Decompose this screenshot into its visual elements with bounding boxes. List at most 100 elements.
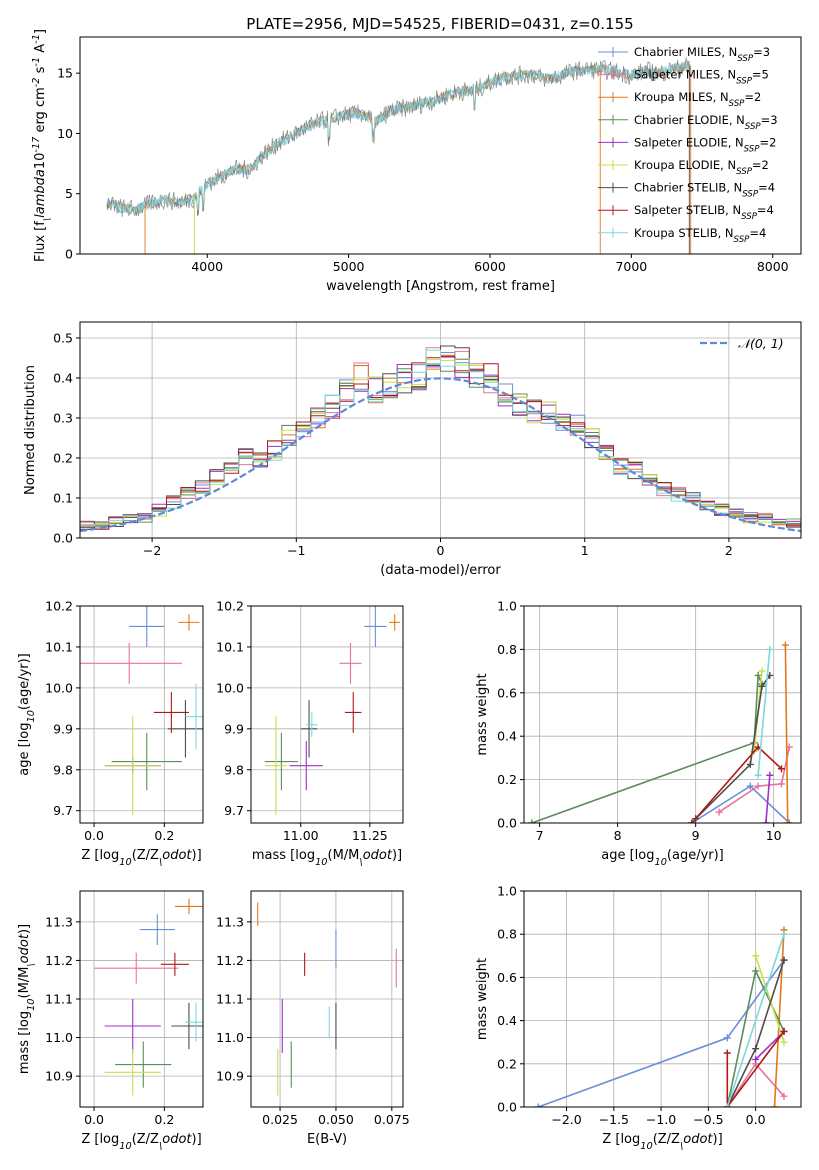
y-tick-label: 11.2	[45, 953, 73, 968]
x-tick-label: 9	[692, 828, 700, 843]
weight-marker	[777, 765, 785, 773]
legend-label: Chabrier ELODIE, NSSP=3	[634, 113, 778, 132]
weight-marker	[752, 952, 760, 960]
y-tick-label: 0.0	[497, 816, 517, 831]
x-tick-label: 5000	[333, 259, 365, 274]
x-tick-label: 0.050	[318, 1112, 354, 1127]
y-tick-label: 0.8	[497, 927, 517, 942]
weight-series	[531, 675, 763, 823]
weight-marker	[723, 1103, 731, 1107]
weight-marker	[762, 819, 770, 823]
weight-marker	[688, 819, 696, 823]
y-tick-label: 0.8	[497, 642, 517, 657]
weight-series	[773, 929, 785, 1107]
weight-marker	[715, 808, 723, 816]
x-tick-label: 8	[614, 828, 622, 843]
axes-weight_vs_z: −2.0 −1.5 −1.0 −0.5 0.0 0.0 0.2 0.4 0.6 0.8 1.0 Z […	[475, 884, 801, 1152]
weight_vs_z-frame	[523, 890, 802, 1108]
y-tick-label: 0.0	[497, 1100, 517, 1115]
weight-marker	[723, 1049, 731, 1057]
x-tick-label: −2	[143, 543, 161, 558]
axes-spectrum: 4000 5000 6000 7000 8000 0 5 10 15 wavelength [An…	[31, 29, 789, 294]
y-tick-label: 0.5	[53, 331, 73, 346]
weight-marker	[771, 1103, 779, 1107]
y-axis-label: Flux [f\lambda10-17 erg cm-2 s-1 A-1]	[31, 29, 53, 262]
points-age_vs_z	[80, 606, 203, 815]
weight-marker	[752, 1045, 760, 1053]
x-tick-label: 0.0	[84, 1112, 104, 1127]
weight-series	[695, 674, 771, 820]
y-tick-label: 10.2	[45, 599, 73, 614]
y-tick-label: 10.0	[45, 680, 73, 695]
lines-weight_vs_age	[528, 641, 793, 823]
y-tick-label: 0.4	[497, 729, 517, 744]
spectrum-series	[106, 60, 691, 214]
x-tick-label: −1.5	[599, 1112, 629, 1127]
mass_vs_ebv-frame	[250, 890, 404, 1108]
x-axis-label: (data-model)/error	[380, 563, 501, 578]
y-tick-label: 11.0	[45, 1030, 73, 1045]
weight-marker	[780, 1092, 788, 1100]
y-axis-label: mass weight	[475, 958, 490, 1040]
x-axis-label: Z [log10(Z/Z\odot)]	[81, 848, 201, 868]
x-tick-label: 1	[581, 543, 589, 558]
weight-marker	[758, 667, 766, 675]
legend-label: Chabrier STELIB, NSSP=4	[634, 181, 775, 200]
y-tick-label: 15	[57, 66, 73, 81]
legend-label: Kroupa ELODIE, NSSP=2	[634, 158, 769, 177]
y-axis-label: mass weight	[475, 673, 490, 755]
axes-age_vs_mass: 11.00 11.25 9.7 9.8 9.9 10.0 10.1 10.2 mass [log…	[216, 599, 403, 868]
y-tick-label: 11.2	[216, 953, 244, 968]
y-tick-label: 0.0	[53, 531, 73, 546]
x-tick-label: 0.0	[84, 828, 104, 843]
x-axis-label: Z [log10(Z/Z\odot)]	[602, 1132, 722, 1152]
lines-weight_vs_z	[534, 926, 788, 1107]
y-axis-label: mass [log10(M/M\odot)]	[17, 924, 37, 1074]
spectrum-lines	[106, 57, 692, 254]
weight-marker	[752, 967, 760, 975]
x-axis-label: Z [log10(Z/Z\odot)]	[81, 1132, 201, 1152]
y-tick-label: 0.2	[497, 772, 517, 787]
y-tick-label: 0.4	[53, 371, 73, 386]
weight-series	[726, 1030, 785, 1107]
legend-label: Chabrier MILES, NSSP=3	[634, 45, 770, 64]
residuals-frame	[79, 321, 802, 539]
weight-series	[755, 1030, 785, 1061]
y-tick-label: 10	[57, 126, 73, 141]
weight-marker	[754, 771, 762, 779]
weight-marker	[780, 956, 788, 964]
weight-marker	[777, 780, 785, 788]
x-tick-label: 0	[437, 543, 445, 558]
y-axis-label: Normed distribution	[23, 365, 38, 495]
x-tick-label: 11.25	[352, 828, 388, 843]
x-tick-label: 7000	[615, 259, 647, 274]
x-tick-label: 11.00	[283, 828, 319, 843]
x-tick-label: 7	[536, 828, 544, 843]
y-tick-label: 9.7	[224, 803, 244, 818]
weight-series	[691, 785, 790, 823]
y-tick-label: 9.7	[53, 803, 73, 818]
histograms	[80, 345, 801, 533]
x-tick-label: 2	[725, 543, 733, 558]
weight-marker	[723, 1034, 731, 1042]
weight-marker	[752, 1055, 760, 1063]
axes-mass_vs_z: 0.0 0.2 10.9 11.0 11.1 11.2 11.3 Z [log10(Z/Z\o…	[17, 891, 203, 1152]
y-tick-label: 9.9	[224, 721, 244, 736]
y-tick-label: 9.8	[53, 762, 73, 777]
y-tick-label: 5	[65, 186, 73, 201]
points-mass_vs_z	[94, 898, 203, 1096]
y-axis-label: age [log10(age/yr)]	[17, 653, 37, 776]
weight-series	[765, 775, 771, 823]
legend-label: Salpeter MILES, NSSP=5	[634, 68, 769, 87]
weight-marker	[534, 1103, 542, 1107]
weight-marker	[780, 1027, 788, 1035]
spectrum-legend: Chabrier MILES, NSSP=3 Salpeter MILES, NS…	[598, 45, 778, 245]
legend-label: Kroupa STELIB, NSSP=4	[634, 226, 766, 245]
x-tick-label: 8000	[757, 259, 789, 274]
weight-marker	[785, 819, 793, 823]
weight-marker	[754, 671, 762, 679]
weight-marker	[754, 782, 762, 790]
y-tick-label: 0.4	[497, 1013, 517, 1028]
x-axis-label: E(B-V)	[307, 1132, 347, 1147]
